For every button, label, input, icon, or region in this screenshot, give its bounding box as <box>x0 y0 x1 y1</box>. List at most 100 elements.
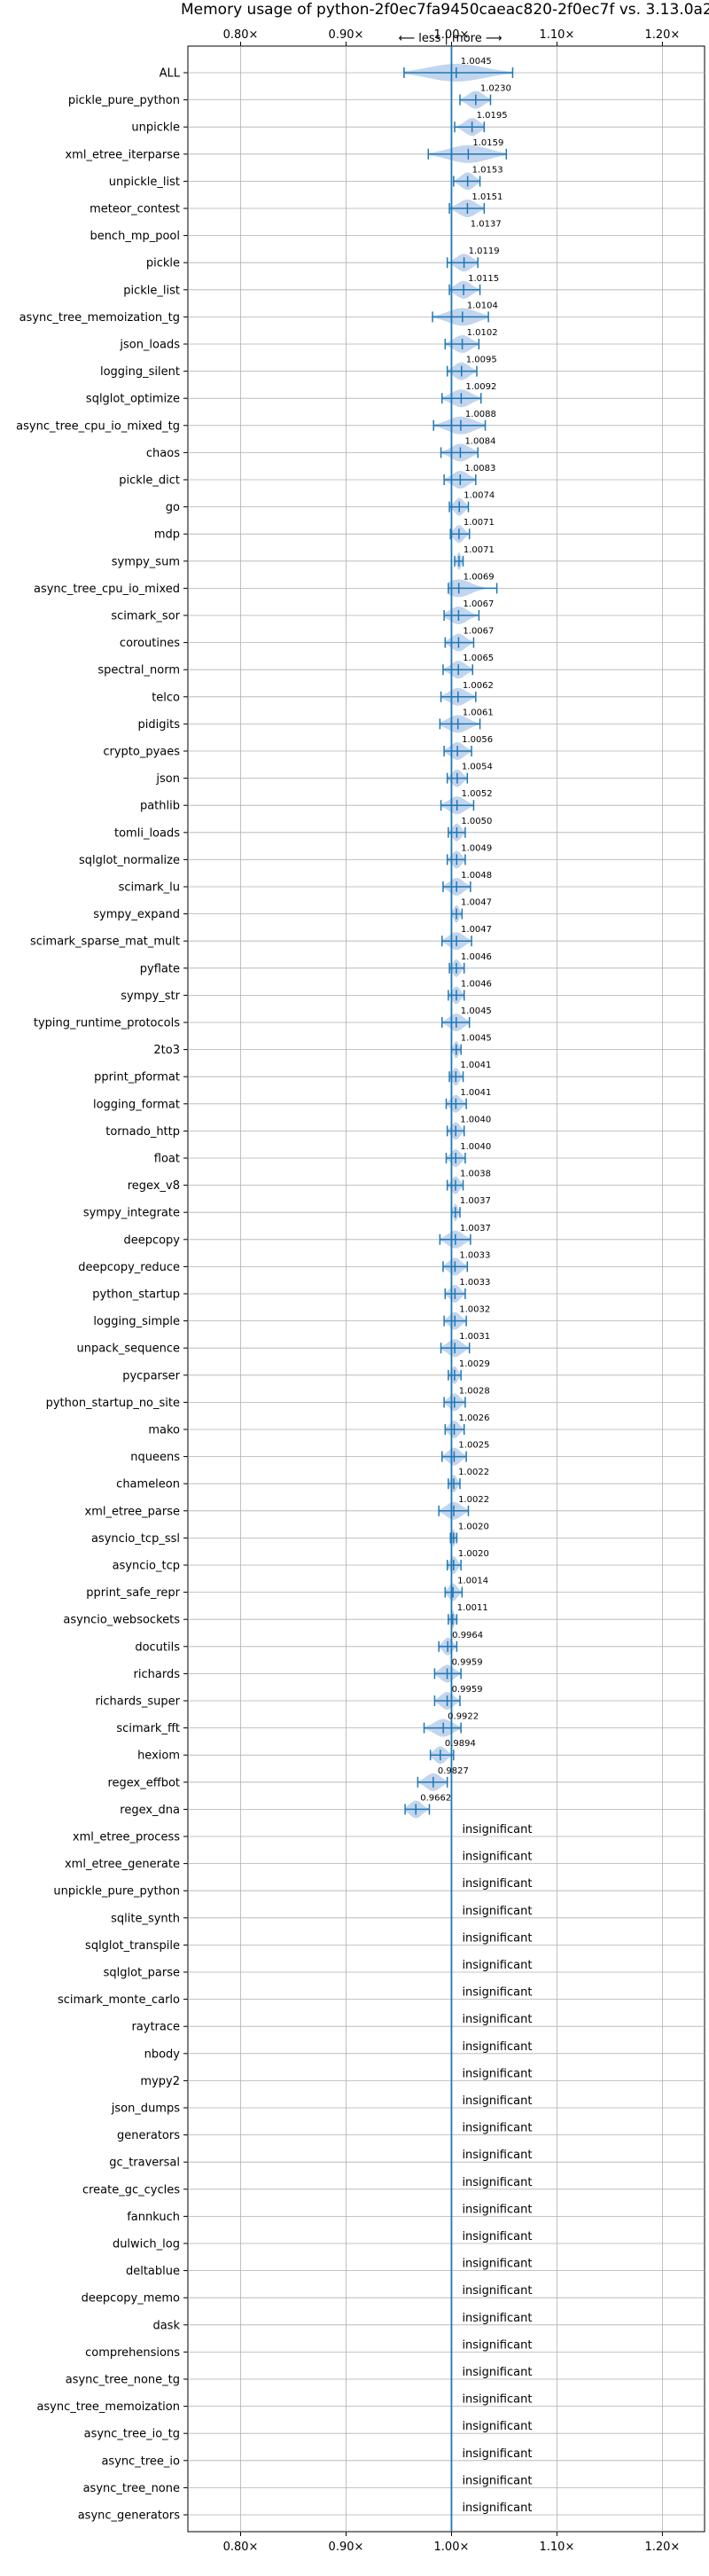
benchmark-label: sqlglot_transpile <box>85 1939 180 1953</box>
benchmark-label: pickle_pure_python <box>68 94 180 107</box>
value-label: 1.0020 <box>458 1549 489 1559</box>
benchmark-label: spectral_norm <box>97 664 180 677</box>
value-label: 1.0041 <box>460 1061 491 1070</box>
insignificant-label: insignificant <box>462 2366 532 2379</box>
benchmark-label: logging_silent <box>100 365 180 379</box>
value-label: 1.0025 <box>458 1441 489 1451</box>
value-label: 1.0026 <box>459 1413 490 1423</box>
value-label: 1.0062 <box>463 681 494 691</box>
value-label: 1.0052 <box>462 789 493 799</box>
benchmark-label: regex_effbot <box>107 1776 180 1789</box>
benchmark-label: gc_traversal <box>109 2157 180 2170</box>
value-label: 0.9922 <box>448 1712 479 1722</box>
value-label: 1.0022 <box>458 1468 489 1477</box>
x-tick-label-top: 1.00× <box>434 28 470 42</box>
benchmark-label: pycparser <box>122 1369 180 1382</box>
benchmark-label: nbody <box>144 2047 181 2061</box>
benchmark-label: python_startup <box>92 1288 180 1302</box>
value-label: 1.0069 <box>464 572 495 582</box>
insignificant-label: insignificant <box>462 1959 532 1972</box>
value-label: 1.0049 <box>461 843 492 853</box>
value-label: 1.0045 <box>461 1034 492 1044</box>
value-label: 1.0046 <box>461 952 492 962</box>
benchmark-label: scimark_fft <box>116 1722 180 1735</box>
benchmark-label: richards_super <box>95 1695 180 1709</box>
benchmark-label: pprint_safe_repr <box>86 1586 180 1600</box>
x-tick-label-bottom: 0.80× <box>223 2541 259 2554</box>
insignificant-label: insignificant <box>462 2258 532 2271</box>
benchmark-label: deltablue <box>126 2265 180 2278</box>
benchmark-label: xml_etree_generate <box>65 1858 180 1871</box>
benchmark-label: float <box>154 1153 180 1166</box>
benchmark-label: pidigits <box>138 718 181 732</box>
benchmark-label: pickle_dict <box>119 474 180 488</box>
benchmark-label: regex_v8 <box>128 1179 180 1193</box>
benchmark-label: pyflate <box>140 962 180 975</box>
benchmark-label: sympy_str <box>121 990 180 1003</box>
insignificant-label: insignificant <box>462 2393 532 2407</box>
benchmark-label: unpickle_list <box>109 176 180 189</box>
value-label: 1.0119 <box>469 247 500 256</box>
value-label: 1.0045 <box>461 1006 492 1016</box>
insignificant-label: insignificant <box>462 2474 532 2487</box>
insignificant-label: insignificant <box>462 1823 532 1836</box>
benchmark-label: go <box>166 501 180 514</box>
value-label: 1.0031 <box>459 1332 490 1342</box>
insignificant-label: insignificant <box>462 2284 532 2298</box>
value-label: 1.0065 <box>463 654 494 663</box>
value-label: 1.0020 <box>458 1522 489 1531</box>
insignificant-label: insignificant <box>462 2203 532 2216</box>
value-label: 1.0230 <box>480 84 511 94</box>
benchmark-label: scimark_sparse_mat_mult <box>30 936 180 949</box>
value-label: 1.0045 <box>461 57 492 67</box>
benchmark-label: unpickle <box>131 121 180 135</box>
value-label: 1.0046 <box>461 979 492 989</box>
x-tick-label-bottom: 1.10× <box>540 2541 575 2554</box>
benchmark-label: ALL <box>160 67 181 81</box>
benchmark-label: create_gc_cycles <box>82 2183 180 2196</box>
benchmark-label: sqlite_synth <box>111 1912 180 1925</box>
value-label: 1.0092 <box>465 382 496 392</box>
x-tick-label-top: 0.90× <box>329 28 364 42</box>
value-label: 1.0041 <box>460 1088 491 1098</box>
benchmark-label: async_tree_cpu_io_mixed_tg <box>16 419 180 433</box>
benchmark-label: coroutines <box>120 637 180 650</box>
value-label: 1.0137 <box>471 220 502 230</box>
insignificant-label: insignificant <box>462 1877 532 1891</box>
benchmark-label: regex_dna <box>120 1804 180 1817</box>
value-label: 1.0032 <box>459 1305 490 1315</box>
benchmark-label: nqueens <box>130 1451 180 1464</box>
value-label: 1.0038 <box>460 1170 491 1179</box>
value-label: 1.0195 <box>477 111 508 121</box>
value-label: 1.0071 <box>464 545 495 555</box>
benchmark-label: async_tree_memoization <box>36 2400 180 2414</box>
benchmark-label: fannkuch <box>127 2211 180 2224</box>
insignificant-label: insignificant <box>462 2420 532 2433</box>
benchmark-label: bench_mp_pool <box>90 230 180 243</box>
direction-label: ⟵ less | more ⟶ <box>398 32 502 45</box>
value-label: 1.0047 <box>461 898 492 908</box>
benchmark-label: xml_etree_iterparse <box>65 148 180 161</box>
value-label: 1.0084 <box>464 436 495 446</box>
benchmark-label: tomli_loads <box>114 826 180 840</box>
value-label: 1.0074 <box>464 491 495 501</box>
value-label: 1.0029 <box>459 1359 490 1369</box>
benchmark-label: json <box>155 772 180 786</box>
value-label: 0.9662 <box>420 1793 451 1803</box>
benchmark-label: pickle_list <box>123 284 180 297</box>
insignificant-label: insignificant <box>462 2502 532 2515</box>
benchmark-label: mako <box>148 1424 180 1437</box>
value-label: 1.0159 <box>472 138 503 148</box>
axes-frame <box>187 45 705 2533</box>
benchmark-label: typing_runtime_protocols <box>34 1017 180 1030</box>
benchmark-label: deepcopy_memo <box>82 2292 180 2306</box>
benchmark-label: deepcopy_reduce <box>78 1261 180 1274</box>
value-label: 0.9894 <box>445 1739 476 1749</box>
insignificant-label: insignificant <box>462 2149 532 2162</box>
value-label: 1.0040 <box>460 1115 491 1124</box>
value-label: 1.0104 <box>467 301 498 310</box>
benchmark-label: chaos <box>146 447 180 460</box>
benchmark-label: async_tree_none_tg <box>66 2374 180 2387</box>
benchmark-label: json_dumps <box>111 2102 180 2116</box>
